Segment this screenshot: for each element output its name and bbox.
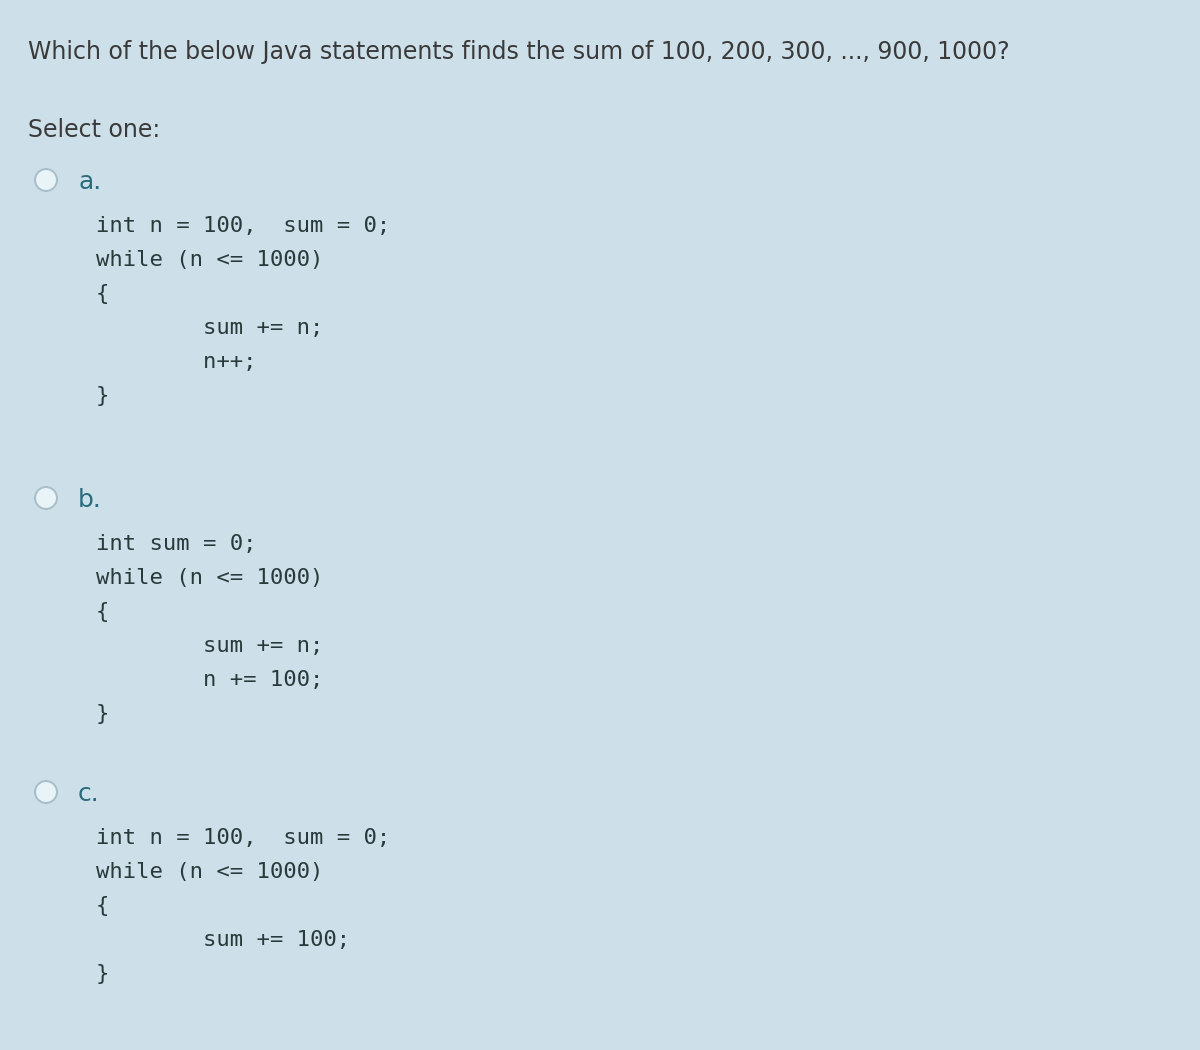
Text: }: } [96,704,109,724]
Text: {: { [96,602,109,622]
Text: c.: c. [78,782,100,806]
Text: }: } [96,964,109,984]
Text: while (n <= 1000): while (n <= 1000) [96,250,323,270]
Text: {: { [96,284,109,304]
Text: Select one:: Select one: [28,118,161,142]
Text: a.: a. [78,170,101,194]
Text: int n = 100,  sum = 0;: int n = 100, sum = 0; [96,828,390,848]
Text: }: } [96,386,109,406]
Text: int sum = 0;: int sum = 0; [96,534,257,554]
Text: sum += n;: sum += n; [96,636,323,656]
Text: {: { [96,896,109,916]
Text: n += 100;: n += 100; [96,670,323,690]
Text: int n = 100,  sum = 0;: int n = 100, sum = 0; [96,216,390,236]
Circle shape [35,487,58,509]
Text: b.: b. [78,488,102,512]
Text: while (n <= 1000): while (n <= 1000) [96,862,323,882]
Text: while (n <= 1000): while (n <= 1000) [96,568,323,588]
Text: sum += n;: sum += n; [96,318,323,338]
Circle shape [35,169,58,191]
Text: sum += 100;: sum += 100; [96,930,350,950]
Circle shape [35,781,58,803]
Text: Which of the below Java statements finds the sum of 100, 200, 300, ..., 900, 100: Which of the below Java statements finds… [28,40,1009,64]
Text: n++;: n++; [96,352,257,372]
